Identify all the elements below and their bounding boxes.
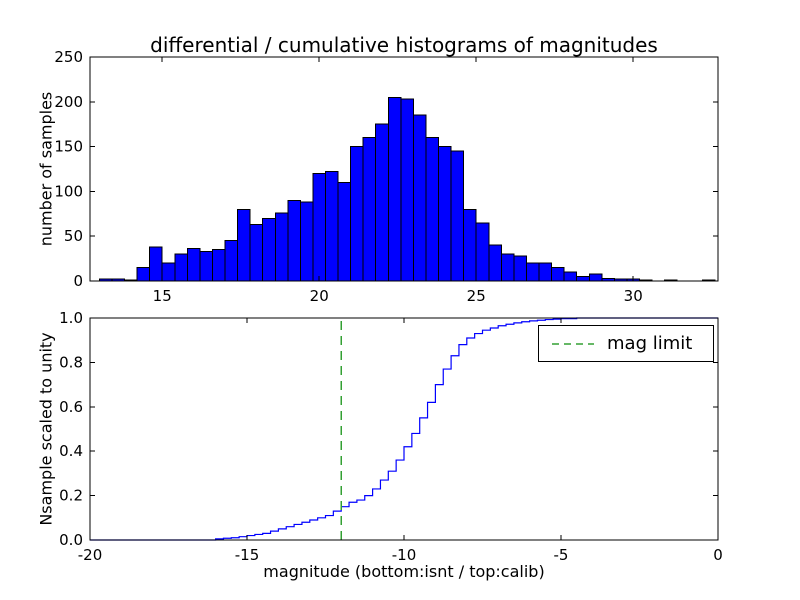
svg-text:1.0: 1.0 [59, 309, 83, 327]
top-histogram: 15 20 25 30 0 50 100 150 200 250 [54, 48, 719, 305]
svg-text:-5: -5 [554, 546, 569, 564]
svg-text:20: 20 [310, 287, 329, 305]
top-y-axis-label: number of samples [36, 91, 56, 247]
svg-text:0: 0 [713, 546, 723, 564]
svg-text:0.2: 0.2 [59, 487, 83, 505]
svg-text:0.4: 0.4 [59, 442, 83, 460]
svg-text:25: 25 [467, 287, 486, 305]
svg-text:0.0: 0.0 [59, 531, 83, 549]
svg-text:-10: -10 [392, 546, 417, 564]
figure-title: differential / cumulative histograms of … [150, 33, 658, 57]
svg-text:0: 0 [73, 272, 83, 290]
svg-text:-15: -15 [235, 546, 260, 564]
svg-text:150: 150 [54, 138, 83, 156]
svg-text:15: 15 [153, 287, 172, 305]
svg-text:30: 30 [624, 287, 643, 305]
svg-text:-20: -20 [78, 546, 103, 564]
bottom-cdf: -20 -15 -10 -5 0 0.0 0.2 0.4 0.6 0.8 1.0 [59, 309, 723, 564]
legend: mag limit [538, 325, 714, 362]
x-axis-label: magnitude (bottom:isnt / top:calib) [263, 562, 545, 581]
legend-dash-sample [552, 342, 594, 345]
legend-label: mag limit [607, 333, 693, 354]
bottom-y-axis-label: Nsample scaled to unity [36, 332, 56, 526]
svg-text:0.6: 0.6 [59, 398, 83, 416]
svg-text:200: 200 [54, 93, 83, 111]
svg-text:50: 50 [64, 227, 83, 245]
svg-text:250: 250 [54, 48, 83, 66]
svg-text:100: 100 [54, 182, 83, 200]
svg-text:0.8: 0.8 [59, 353, 83, 371]
